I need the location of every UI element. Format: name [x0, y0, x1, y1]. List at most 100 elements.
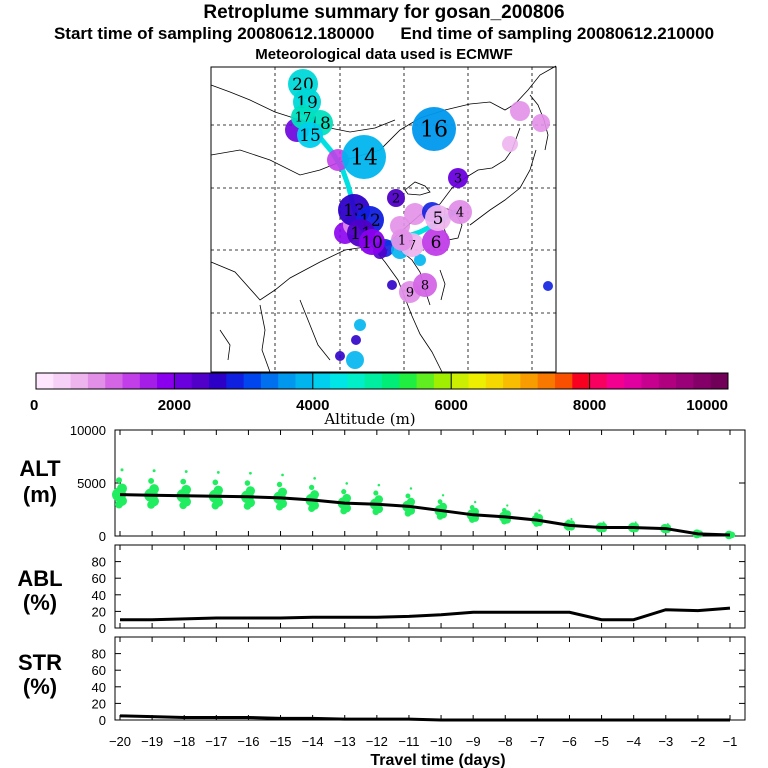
alt-plume-dot	[602, 521, 605, 524]
map-day-marker	[448, 168, 468, 188]
colorbar-cell	[70, 373, 89, 389]
colorbar-cell	[209, 373, 227, 389]
colorbar-tick-label: 0	[30, 397, 38, 414]
map-day-marker	[297, 122, 323, 148]
colorbar-cell	[399, 373, 417, 389]
colorbar-cell	[589, 373, 608, 389]
x-tick-label: −18	[173, 734, 195, 749]
alt-plume-dot	[373, 490, 379, 496]
colorbar-tick-label: 10000	[686, 397, 728, 414]
colorbar-cell	[555, 373, 573, 389]
alt-plume-dot	[570, 517, 573, 521]
map-day-label: 10	[361, 233, 383, 253]
colorbar-cell	[433, 373, 452, 389]
alt-plume-dot	[377, 483, 381, 487]
colorbar-cell	[174, 373, 193, 389]
colorbar-cell	[295, 373, 314, 389]
alt-plume-dot	[308, 484, 315, 490]
map-plume-marker	[502, 136, 518, 152]
map-plume-marker	[387, 280, 397, 290]
colorbar-cell	[451, 373, 469, 389]
colorbar-cell	[122, 373, 141, 389]
alt-plume-dot	[180, 478, 187, 485]
alt-plume-dot	[243, 502, 252, 510]
y-tick-label: 60	[92, 663, 106, 678]
colorbar-cell	[658, 373, 677, 389]
alt-plume-dot	[184, 470, 188, 473]
map-plume-marker	[543, 281, 553, 291]
colorbar-cell	[676, 373, 694, 389]
y-tick-label: 20	[92, 696, 106, 711]
alt-plume-dot	[216, 470, 220, 474]
map-day-label: 1	[398, 234, 406, 249]
map-plume-marker	[404, 203, 426, 225]
x-tick-label: −5	[594, 734, 609, 749]
alt-plume-dot	[249, 471, 252, 475]
alt-plume-dot	[372, 508, 380, 516]
alt-plume-dot	[116, 477, 122, 484]
alt-plume-dot	[345, 482, 349, 485]
map-day-marker	[359, 229, 385, 255]
alt-panel-label: ALT	[19, 456, 61, 481]
alt-plume-dot	[211, 501, 220, 510]
alt-plume-dot	[313, 477, 316, 480]
colorbar-cell	[157, 373, 175, 389]
str-panel-frame	[114, 636, 746, 721]
str-line	[119, 714, 730, 722]
colorbar-tick-label: 6000	[435, 397, 468, 414]
x-tick-label: −7	[530, 734, 545, 749]
y-tick-label: 80	[92, 647, 106, 662]
colorbar-cell	[624, 373, 642, 389]
colorbar-tick-label: 8000	[573, 397, 606, 414]
colorbar-cell	[710, 373, 729, 389]
map-day-label: 6	[431, 233, 442, 253]
colorbar-cell	[503, 373, 521, 389]
met-data-label: Meteorological data used is ECMWF	[255, 46, 513, 63]
colorbar-tick-label: 4000	[296, 397, 329, 414]
map-day-label: 14	[350, 146, 378, 171]
colorbar-cell	[278, 373, 296, 389]
colorbar-cell	[87, 373, 106, 389]
x-tick-label: −3	[658, 734, 673, 749]
map-day-label: 4	[456, 206, 464, 221]
alt-plume-dot	[340, 507, 348, 515]
map-day-marker	[425, 205, 451, 231]
x-tick-label: −15	[269, 734, 291, 749]
map-plume-marker	[532, 114, 550, 132]
alt-plume-dot	[533, 520, 540, 527]
alt-plume-dot	[634, 521, 637, 524]
colorbar-cell	[364, 373, 383, 389]
colorbar-cell	[606, 373, 625, 389]
alt-plume-dot	[501, 518, 508, 525]
alt-plume-dot	[538, 509, 541, 512]
alt-panel-frame	[114, 429, 746, 537]
x-tick-label: −14	[302, 734, 324, 749]
x-tick-label: −19	[141, 734, 163, 749]
abl-line	[120, 606, 731, 622]
alt-plume-dot	[473, 500, 477, 504]
colorbar-xlabel: Altitude (m)	[323, 410, 415, 428]
colorbar-cell	[693, 373, 712, 389]
alt-plume-dot	[275, 503, 284, 511]
alt-panel-unit: (m)	[23, 482, 57, 507]
map-day-label: 15	[299, 126, 321, 146]
alt-plume-dot	[281, 473, 284, 477]
colorbar-cell	[36, 373, 54, 389]
x-tick-label: −4	[626, 734, 641, 749]
time-series-panels: ALT (m) ABL (%) STR (%) −20 −19 −18 −17 −16−…	[17, 423, 746, 768]
str-panel-label: STR	[18, 650, 62, 675]
alt-plume-dot	[469, 516, 476, 523]
end-time-label: End time of sampling 20080612.210000	[400, 24, 715, 43]
map-day-marker	[412, 107, 456, 151]
x-tick-label: −9	[466, 734, 481, 749]
alt-plume-dot	[120, 468, 124, 472]
map-day-marker	[448, 200, 472, 224]
colorbar-cell	[520, 373, 539, 389]
y-tick-label: 0	[99, 621, 106, 636]
colorbar-cell	[53, 373, 71, 389]
map-plume-marker	[335, 351, 345, 361]
y-tick-label: 5000	[77, 476, 106, 491]
map-day-marker	[391, 229, 413, 251]
alt-plume-dot	[506, 504, 509, 507]
abl-panel-label: ABL	[17, 566, 62, 591]
